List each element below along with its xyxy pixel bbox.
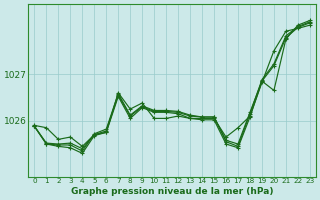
X-axis label: Graphe pression niveau de la mer (hPa): Graphe pression niveau de la mer (hPa) <box>71 187 273 196</box>
